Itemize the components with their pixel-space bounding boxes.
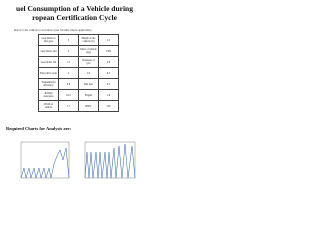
table-cell: 1.7	[58, 100, 79, 112]
table-row: Transmission efficiency 0.9 Idle fuel 0.5	[38, 78, 119, 90]
table-cell: 1.5	[58, 56, 79, 68]
subtitle: Data for the vehicle is as follows (use …	[14, 28, 92, 32]
table-row: Rolling resistance 0.01 Engine 1.6	[38, 89, 119, 101]
table-cell: Gear Ratio 2nd	[38, 45, 59, 57]
table: Gear Ratio in first gear 3 Height of the v…	[38, 34, 119, 112]
chart-image	[80, 138, 138, 184]
table-cell: 0.01	[58, 89, 79, 101]
table-cell: 1500	[98, 45, 119, 57]
table-cell: Cd	[78, 67, 99, 79]
table-cell: Mass of vehicle (kg)	[78, 45, 99, 57]
table-cell: 0.9	[58, 78, 79, 90]
table-row: Width of vehicle 1.7 BSFC 250	[38, 100, 119, 112]
title-line: ropean Certification Cycle	[32, 13, 117, 22]
table-cell: 0.6	[98, 56, 119, 68]
table-cell: Final drive ratio	[38, 67, 59, 79]
chart-line	[84, 143, 136, 179]
table-cell: 1.6	[98, 89, 119, 101]
table-row: Gear Ratio in first gear 3 Height of the v…	[38, 34, 119, 46]
table-row: Gear Ratio 2nd 2 Mass of vehicle (kg) 1500	[38, 45, 119, 57]
chart-frame	[20, 141, 70, 179]
chart-image	[16, 138, 72, 184]
table-cell: Idle fuel	[78, 78, 99, 90]
title-line: uel Consumption of a Vehicle during	[16, 4, 133, 13]
table-cell: Engine	[78, 89, 99, 101]
title: uel Consumption of a Vehicle during ropea…	[0, 4, 149, 22]
table-cell: 0.5	[98, 78, 119, 90]
table-cell: 0.3	[98, 67, 119, 79]
section-heading: Required Charts for Analysis are:	[6, 126, 72, 131]
table-cell: 4	[58, 67, 79, 79]
table-cell: Height of the vehicle (m)	[78, 34, 99, 46]
table-cell: Gear Ratio 3rd	[38, 56, 59, 68]
table-cell: Gear Ratio in first gear	[38, 34, 59, 46]
table-row: Final drive ratio 4 Cd 0.3	[38, 67, 119, 79]
chart-line	[20, 147, 70, 179]
table-cell: BSFC	[78, 100, 99, 112]
table-row: Gear Ratio 3rd 1.5 Diameter of tyre 0.6	[38, 56, 119, 68]
page: uel Consumption of a Vehicle during ropea…	[0, 0, 149, 198]
table-cell: 250	[98, 100, 119, 112]
table-cell: Width of vehicle	[38, 100, 59, 112]
table-cell: 3	[58, 34, 79, 46]
chart-background	[16, 138, 72, 184]
table-body: Gear Ratio in first gear 3 Height of the v…	[38, 34, 119, 112]
table-cell: 1.5	[98, 34, 119, 46]
chart-frame	[84, 141, 136, 179]
table-cell: Diameter of tyre	[78, 56, 99, 68]
table-cell: Rolling resistance	[38, 89, 59, 101]
table-cell: 2	[58, 45, 79, 57]
table-cell: Transmission efficiency	[38, 78, 59, 90]
